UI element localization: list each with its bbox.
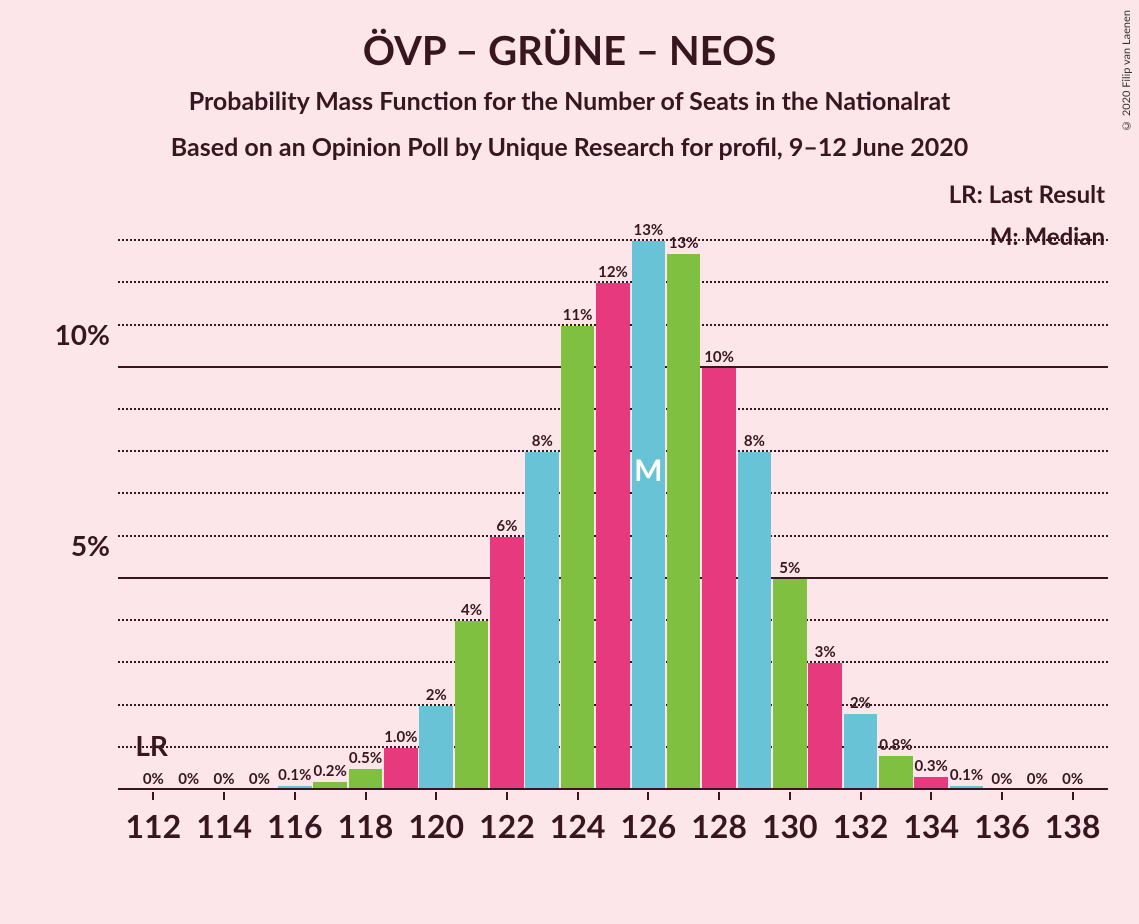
bar-value-label: 12% xyxy=(598,263,628,281)
bar-value-label: 2% xyxy=(850,694,871,712)
x-axis-label: 126 xyxy=(621,806,677,845)
bar: 8% xyxy=(525,452,559,790)
x-tick-mark xyxy=(647,792,649,800)
x-axis-label: 114 xyxy=(196,806,252,845)
x-tick-mark xyxy=(294,792,296,800)
bar-value-label: 4% xyxy=(461,601,482,619)
x-tick-mark xyxy=(506,792,508,800)
bars-container: 0%0%0%0%0.1%0.2%0.5%1.0%2%4%6%8%11%12%13… xyxy=(118,220,1108,790)
bar: 12% xyxy=(596,283,630,790)
x-axis-label: 118 xyxy=(338,806,394,845)
last-result-marker: LR xyxy=(135,728,168,762)
bar-value-label: 10% xyxy=(704,348,734,366)
y-axis-label: 10% xyxy=(30,317,110,351)
bar: 2% xyxy=(844,714,878,790)
bar-value-label: 0% xyxy=(249,770,270,788)
bar-value-label: 0% xyxy=(1062,770,1083,788)
x-axis-label: 128 xyxy=(691,806,747,845)
bar-value-label: 0.8% xyxy=(879,736,912,754)
x-tick-mark xyxy=(577,792,579,800)
bar: 8% xyxy=(738,452,772,790)
bar-value-label: 0.5% xyxy=(349,749,382,767)
bar-value-label: 3% xyxy=(815,643,836,661)
bar-value-label: 13% xyxy=(633,221,663,239)
copyright-text: © 2020 Filip van Laenen xyxy=(1120,10,1133,132)
x-tick-mark xyxy=(1001,792,1003,800)
x-tick-mark xyxy=(930,792,932,800)
x-axis-label: 130 xyxy=(762,806,818,845)
chart-subtitle-1: Probability Mass Function for the Number… xyxy=(0,86,1139,116)
x-tick-mark xyxy=(152,792,154,800)
bar: 13% xyxy=(632,241,666,790)
bar-value-label: 13% xyxy=(669,234,699,252)
chart-title: ÖVP – GRÜNE – NEOS xyxy=(0,26,1139,74)
bar-value-label: 6% xyxy=(496,517,517,535)
bar-value-label: 0.3% xyxy=(915,757,948,775)
bar-value-label: 5% xyxy=(779,559,800,577)
x-axis-label: 134 xyxy=(903,806,959,845)
bar-value-label: 8% xyxy=(744,432,765,450)
bar-value-label: 1.0% xyxy=(384,728,417,746)
bar: 1.0% xyxy=(384,748,418,790)
bar-value-label: 0% xyxy=(178,770,199,788)
x-tick-mark xyxy=(718,792,720,800)
bar-value-label: 0% xyxy=(1027,770,1048,788)
x-tick-mark xyxy=(860,792,862,800)
x-tick-mark xyxy=(1072,792,1074,800)
x-tick-mark xyxy=(365,792,367,800)
bar: 13% xyxy=(667,254,701,790)
x-axis-label: 120 xyxy=(408,806,464,845)
x-axis: 112 114 116 118 120 122 124 126 128 130 132 134 136 1… xyxy=(118,792,1108,852)
x-axis-line xyxy=(118,788,1108,790)
bar: 4% xyxy=(455,621,489,790)
chart-area: 0%0%0%0%0.1%0.2%0.5%1.0%2%4%6%8%11%12%13… xyxy=(118,220,1108,790)
bar: 5% xyxy=(773,579,807,790)
bar-value-label: 0.1% xyxy=(950,766,983,784)
bar: 0.8% xyxy=(879,756,913,790)
median-marker: M xyxy=(634,452,662,488)
x-tick-mark xyxy=(223,792,225,800)
bar: 0.5% xyxy=(349,769,383,790)
bar-value-label: 0.2% xyxy=(313,762,346,780)
bar: 11% xyxy=(561,326,595,790)
bar-value-label: 0% xyxy=(991,770,1012,788)
bar-value-label: 0% xyxy=(143,770,164,788)
bar-value-label: 0.1% xyxy=(278,766,311,784)
x-axis-label: 124 xyxy=(550,806,606,845)
bar: 2% xyxy=(419,706,453,790)
legend-last-result: LR: Last Result xyxy=(949,180,1105,209)
bar: 6% xyxy=(490,537,524,790)
bar-value-label: 8% xyxy=(532,432,553,450)
x-axis-label: 136 xyxy=(974,806,1030,845)
x-axis-label: 138 xyxy=(1045,806,1101,845)
x-axis-label: 112 xyxy=(126,806,182,845)
bar: 10% xyxy=(702,368,736,790)
bar-value-label: 2% xyxy=(426,686,447,704)
x-axis-label: 132 xyxy=(833,806,889,845)
y-axis-label: 5% xyxy=(30,528,110,562)
bar: 3% xyxy=(808,663,842,790)
x-tick-mark xyxy=(435,792,437,800)
x-axis-label: 122 xyxy=(479,806,535,845)
x-tick-mark xyxy=(789,792,791,800)
bar-value-label: 11% xyxy=(563,306,593,324)
bar-value-label: 0% xyxy=(214,770,235,788)
x-axis-label: 116 xyxy=(267,806,323,845)
chart-subtitle-2: Based on an Opinion Poll by Unique Resea… xyxy=(0,132,1139,162)
